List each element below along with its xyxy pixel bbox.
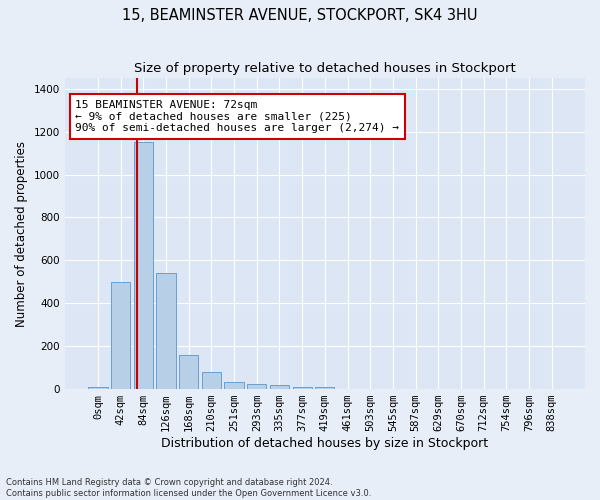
Bar [270, 385, 289, 389]
Bar [179, 355, 199, 389]
Title: Size of property relative to detached houses in Stockport: Size of property relative to detached ho… [134, 62, 516, 76]
Bar [315, 387, 334, 389]
Bar [134, 142, 153, 389]
Text: 15 BEAMINSTER AVENUE: 72sqm
← 9% of detached houses are smaller (225)
90% of sem: 15 BEAMINSTER AVENUE: 72sqm ← 9% of deta… [75, 100, 399, 133]
Text: Contains HM Land Registry data © Crown copyright and database right 2024.
Contai: Contains HM Land Registry data © Crown c… [6, 478, 371, 498]
X-axis label: Distribution of detached houses by size in Stockport: Distribution of detached houses by size … [161, 437, 488, 450]
Bar [88, 387, 107, 389]
Bar [247, 384, 266, 389]
Bar [202, 372, 221, 389]
Bar [224, 382, 244, 389]
Bar [157, 274, 176, 389]
Bar [293, 386, 312, 389]
Y-axis label: Number of detached properties: Number of detached properties [15, 140, 28, 326]
Text: 15, BEAMINSTER AVENUE, STOCKPORT, SK4 3HU: 15, BEAMINSTER AVENUE, STOCKPORT, SK4 3H… [122, 8, 478, 22]
Bar [111, 282, 130, 389]
